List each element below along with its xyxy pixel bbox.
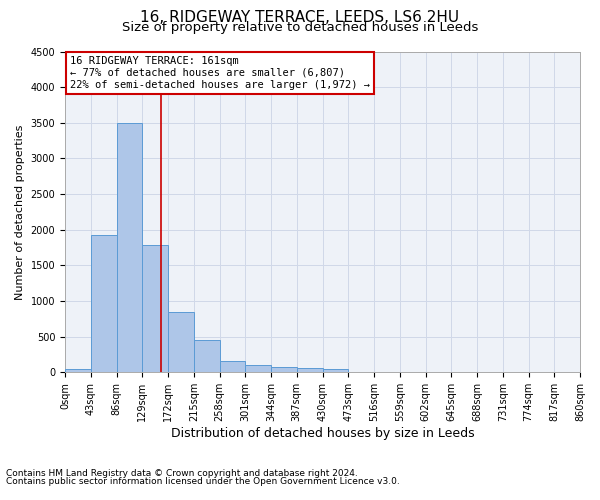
Bar — [91, 236, 116, 372]
Text: 16, RIDGEWAY TERRACE, LEEDS, LS6 2HU: 16, RIDGEWAY TERRACE, LEEDS, LS6 2HU — [140, 10, 460, 25]
Bar — [142, 246, 168, 372]
Bar — [245, 365, 271, 372]
Bar — [271, 366, 297, 372]
Text: Contains HM Land Registry data © Crown copyright and database right 2024.: Contains HM Land Registry data © Crown c… — [6, 468, 358, 477]
Bar — [194, 340, 220, 372]
Y-axis label: Number of detached properties: Number of detached properties — [15, 124, 25, 300]
Bar — [168, 312, 194, 372]
Bar — [220, 360, 245, 372]
Text: Size of property relative to detached houses in Leeds: Size of property relative to detached ho… — [122, 21, 478, 34]
Text: Contains public sector information licensed under the Open Government Licence v3: Contains public sector information licen… — [6, 477, 400, 486]
X-axis label: Distribution of detached houses by size in Leeds: Distribution of detached houses by size … — [171, 427, 475, 440]
Bar — [116, 123, 142, 372]
Text: 16 RIDGEWAY TERRACE: 161sqm
← 77% of detached houses are smaller (6,807)
22% of : 16 RIDGEWAY TERRACE: 161sqm ← 77% of det… — [70, 56, 370, 90]
Bar — [323, 370, 348, 372]
Bar — [297, 368, 323, 372]
Bar — [65, 369, 91, 372]
